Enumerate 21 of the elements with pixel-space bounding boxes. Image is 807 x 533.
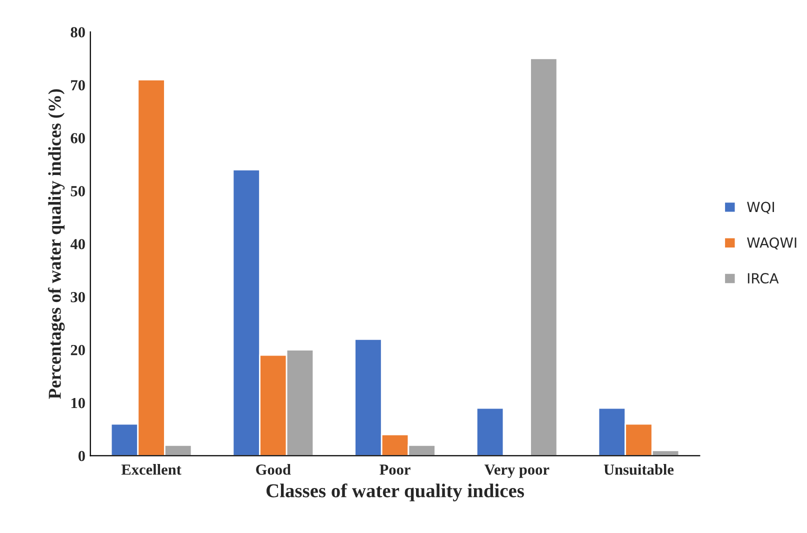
y-tick-label: 0 [78, 450, 85, 462]
x-tick-label: Very poor [484, 464, 550, 478]
y-tick-label: 80 [70, 27, 85, 38]
y-axis-title: Percentages of water quality indices (%) [48, 89, 65, 399]
y-tick-label: 20 [70, 344, 85, 356]
y-tick-label: 30 [70, 292, 85, 302]
y-tick-label: 40 [70, 238, 85, 250]
y-tick-label: 70 [71, 80, 85, 90]
y-tick-label: 10 [71, 398, 85, 408]
bar [530, 58, 558, 456]
x-axis-title: Classes of water quality indices [266, 483, 524, 502]
bar [476, 407, 504, 456]
legend-label: IRCA [748, 273, 779, 284]
x-tick-label: Good [256, 464, 291, 475]
legend-label: WAQWI [747, 237, 796, 250]
y-tick-label: 60 [70, 133, 85, 144]
x-tick-label: Unsuitable [604, 464, 674, 475]
x-tick-label: Excellent [121, 464, 182, 475]
x-tick-label: Poor [380, 464, 410, 475]
y-tick-label: 50 [70, 186, 85, 196]
legend-label: WQI [747, 202, 774, 214]
